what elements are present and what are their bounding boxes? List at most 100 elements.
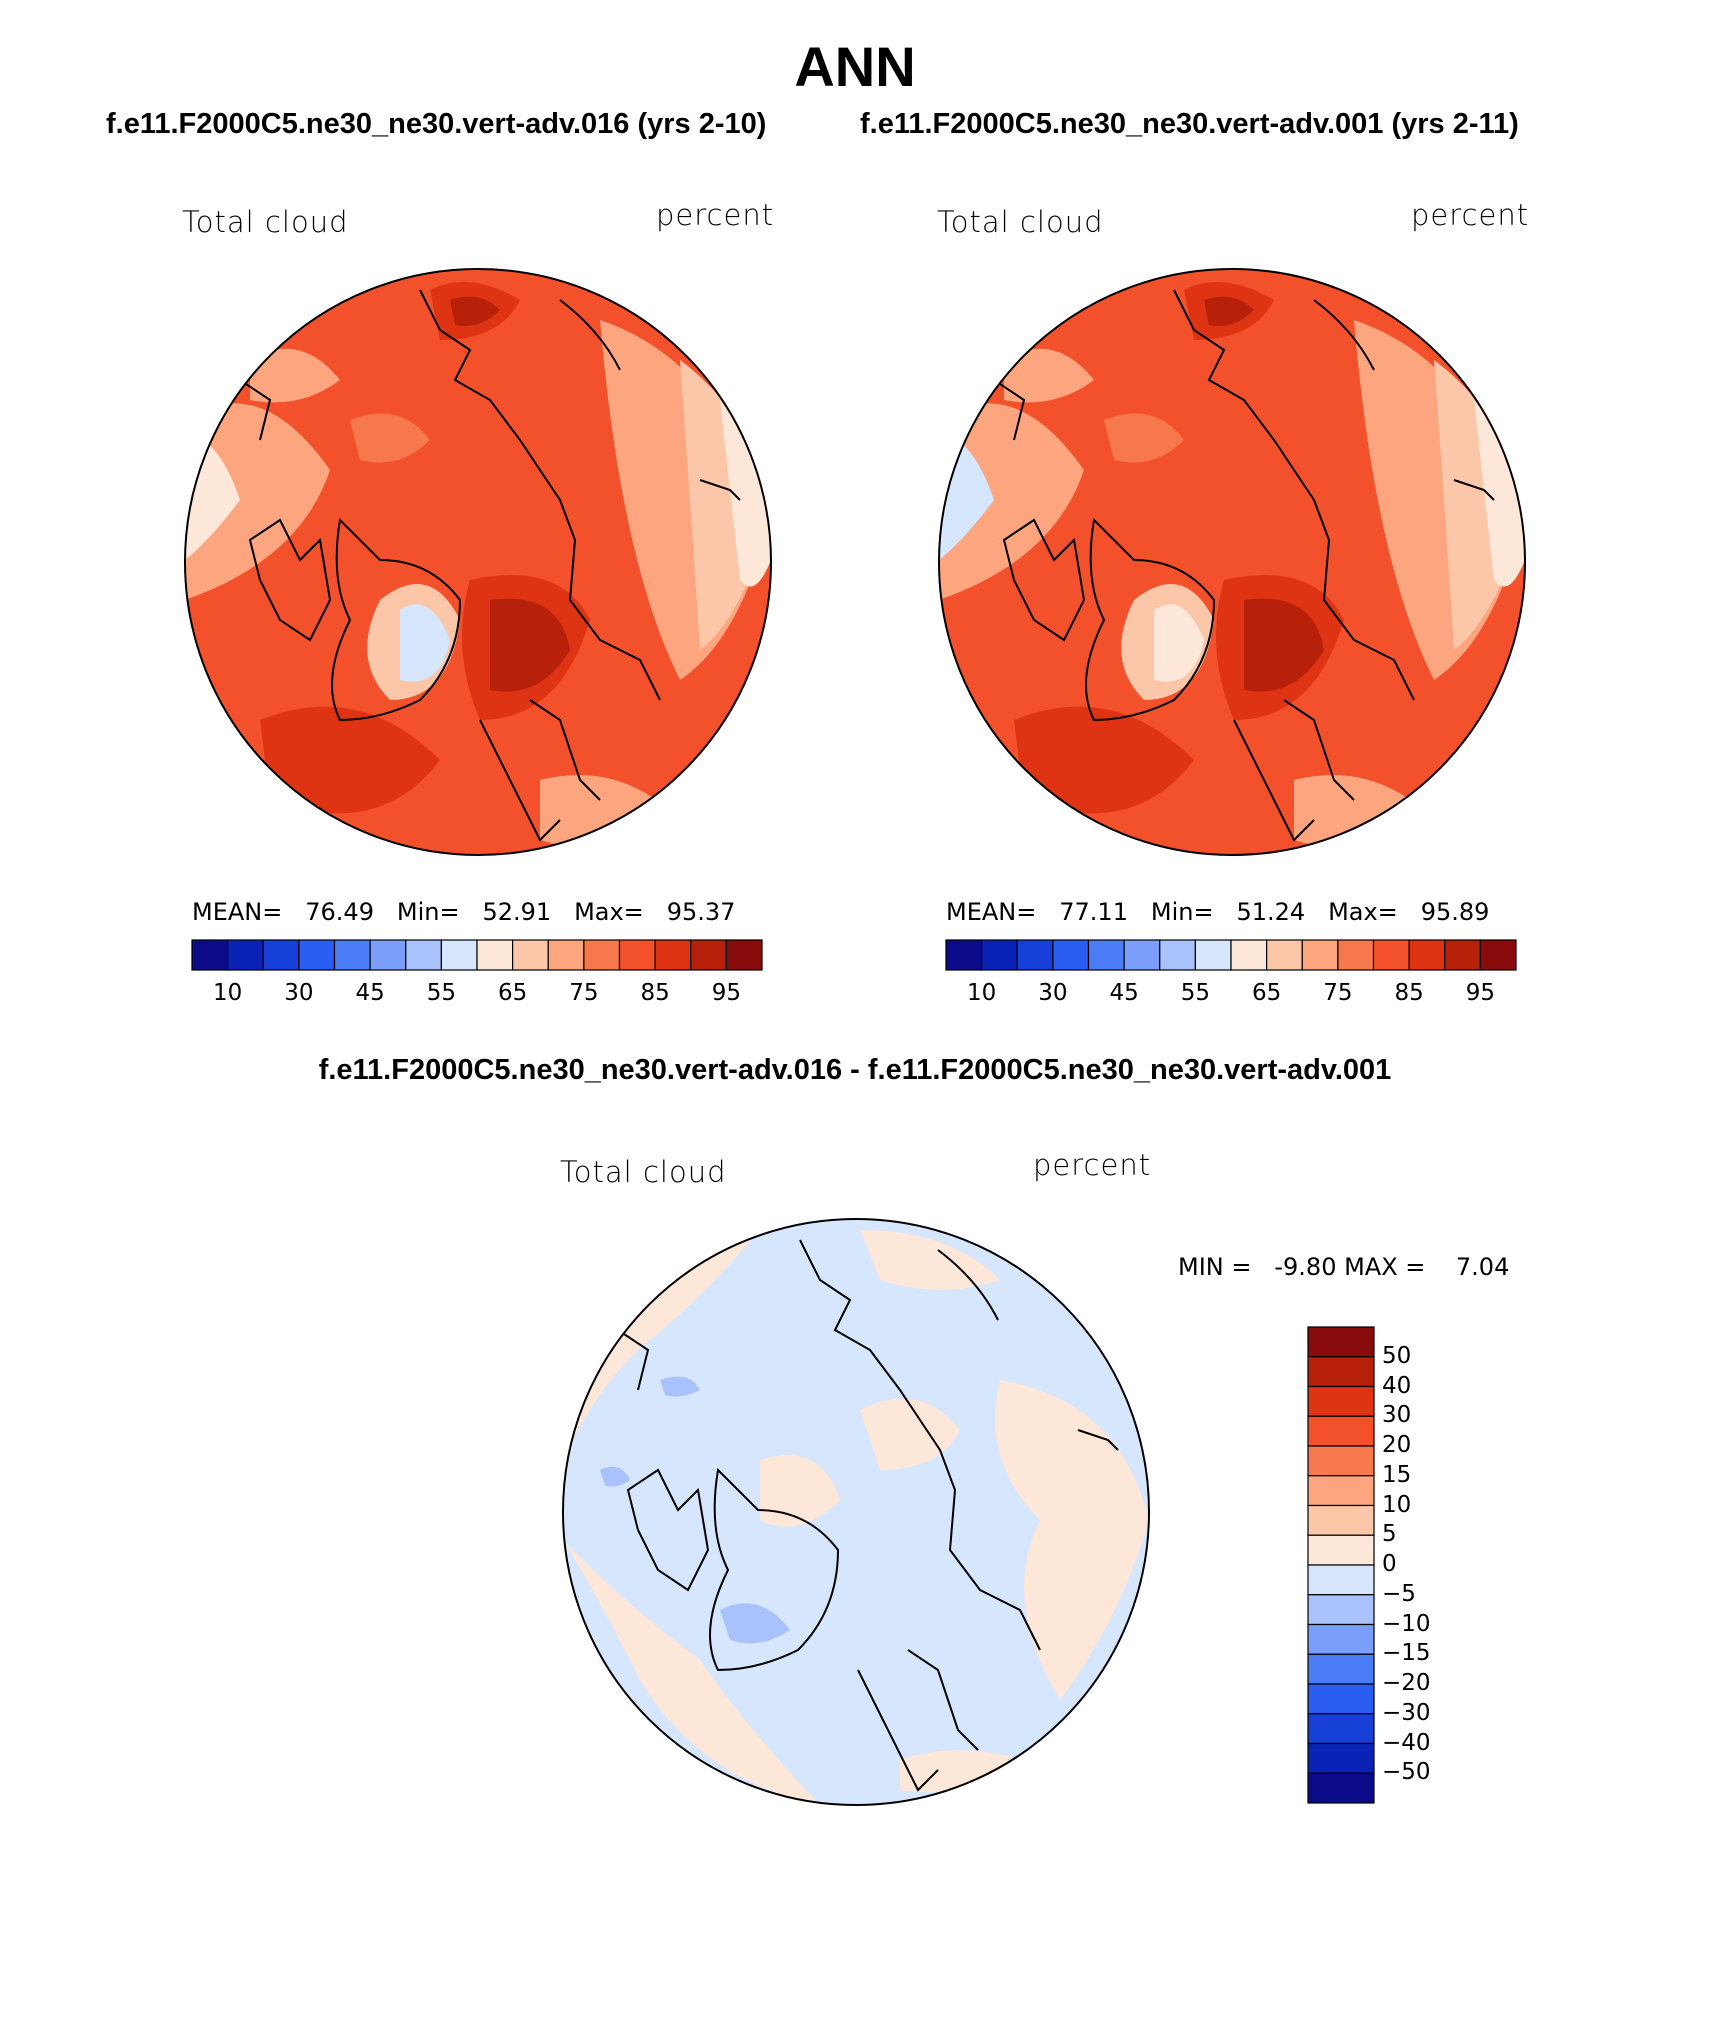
difference-colorbar-box bbox=[1307, 1713, 1375, 1745]
panel1-colorbar-box bbox=[618, 939, 656, 971]
panel2-mean-label: MEAN= bbox=[946, 898, 1037, 926]
panel2-colorbar-tick-label: 65 bbox=[1251, 980, 1282, 1006]
difference-colorbar-tick-label: −50 bbox=[1382, 1759, 1431, 1786]
panel2-max-value: 95.89 bbox=[1420, 898, 1490, 926]
panel2-colorbar-box bbox=[945, 939, 983, 971]
panel2-colorbar-tick-label: 95 bbox=[1465, 980, 1496, 1006]
difference-colorbar-box bbox=[1307, 1445, 1375, 1477]
panel1-variable-label: Total cloud bbox=[182, 205, 349, 239]
panel1-colorbar-tick-label: 65 bbox=[497, 980, 528, 1006]
difference-colorbar-box bbox=[1307, 1415, 1375, 1447]
panel2-min-label: Min= bbox=[1150, 898, 1214, 926]
panel1-colorbar-box bbox=[476, 939, 514, 971]
panel2-colorbar-box bbox=[1052, 939, 1090, 971]
panel1-colorbar-box bbox=[191, 939, 229, 971]
difference-colorbar-box bbox=[1307, 1653, 1375, 1685]
difference-colorbar-tick-label: 30 bbox=[1382, 1402, 1412, 1429]
difference-colorbar-tick-label: −20 bbox=[1382, 1670, 1431, 1696]
panel2-colorbar-tick-label: 45 bbox=[1109, 980, 1139, 1006]
panel1-colorbar-box bbox=[654, 939, 692, 971]
diff-variable-label: Total cloud bbox=[560, 1155, 727, 1189]
difference-title: f.e11.F2000C5.ne30_ne30.vert-adv.016 - f… bbox=[318, 1054, 1392, 1086]
difference-colorbar-box bbox=[1307, 1683, 1375, 1715]
difference-colorbar-box bbox=[1307, 1594, 1375, 1626]
panel1-colorbar-box bbox=[725, 939, 763, 971]
panel1-colorbar-box bbox=[262, 939, 300, 971]
panel1-colorbar-tick-label: 30 bbox=[284, 980, 314, 1006]
panel2-colorbar-box bbox=[1444, 939, 1481, 971]
panel1-colorbar-tick-label: 10 bbox=[212, 980, 243, 1006]
panel2-colorbar-tick-label: 10 bbox=[966, 980, 997, 1006]
panel1-colorbar-box bbox=[512, 939, 549, 971]
panel2-colorbar-box bbox=[1337, 939, 1375, 971]
panel1-colorbar-box bbox=[547, 939, 585, 971]
difference-colorbar-tick-label: 10 bbox=[1382, 1491, 1412, 1518]
panel1-colorbar-tick-label: 85 bbox=[640, 980, 670, 1006]
panel1-colorbar-tick-label: 95 bbox=[711, 980, 742, 1006]
panel2-colorbar-box bbox=[1266, 939, 1303, 971]
panel2-colorbar-box bbox=[1194, 939, 1232, 971]
difference-colorbar-box bbox=[1307, 1326, 1375, 1358]
panel1-colorbar-tick-label: 45 bbox=[355, 980, 385, 1006]
panel1-min-value: 52.91 bbox=[482, 898, 552, 926]
difference-colorbar-box bbox=[1307, 1385, 1375, 1417]
difference-colorbar bbox=[1307, 1326, 1375, 1804]
panel1-colorbar-tick-label: 55 bbox=[426, 980, 457, 1006]
page-title: ANN bbox=[794, 35, 916, 98]
difference-colorbar-tick-label: −40 bbox=[1382, 1729, 1431, 1756]
panel1-colorbar-box bbox=[690, 939, 727, 971]
panel2-colorbar-box bbox=[1123, 939, 1161, 971]
panel2-colorbar-box bbox=[1372, 939, 1410, 971]
difference-colorbar-box bbox=[1307, 1475, 1375, 1507]
difference-colorbar-box bbox=[1307, 1742, 1375, 1774]
panel2-colorbar-box bbox=[1301, 939, 1339, 971]
panel1-colorbar-box bbox=[298, 939, 336, 971]
panel2-colorbar-tick-label: 75 bbox=[1323, 980, 1353, 1006]
case1-title: f.e11.F2000C5.ne30_ne30.vert-adv.016 (yr… bbox=[106, 108, 767, 140]
difference-colorbar-tick-label: −15 bbox=[1382, 1640, 1431, 1667]
panel1-min-label: Min= bbox=[396, 898, 460, 926]
difference-colorbar-box bbox=[1307, 1356, 1375, 1388]
difference-colorbar-box bbox=[1307, 1623, 1375, 1655]
panel2-colorbar-tick-label: 85 bbox=[1394, 980, 1424, 1006]
panel2-colorbar-box bbox=[1087, 939, 1125, 971]
panel2-colorbar-box bbox=[1479, 939, 1517, 971]
diff-minmax: MIN = -9.80 MAX = 7.04 bbox=[1178, 1253, 1510, 1281]
panel1-colorbar-box bbox=[583, 939, 621, 971]
difference-colorbar-box bbox=[1307, 1534, 1375, 1566]
difference-colorbar-tick-label: 0 bbox=[1382, 1551, 1397, 1577]
difference-colorbar-box bbox=[1307, 1504, 1375, 1536]
panel1-mean-value: 76.49 bbox=[305, 898, 374, 926]
difference-colorbar-tick-label: 15 bbox=[1382, 1461, 1412, 1488]
panel2-colorbar bbox=[945, 939, 1517, 971]
panel2-colorbar-tick-label: 55 bbox=[1180, 980, 1211, 1006]
panel1-units-label: percent bbox=[656, 198, 775, 232]
difference-colorbar-tick-label: 5 bbox=[1382, 1521, 1397, 1548]
panel2-colorbar-tick-label: 30 bbox=[1038, 980, 1068, 1006]
difference-colorbar-tick-label: 40 bbox=[1382, 1372, 1412, 1399]
panel2-mean-value: 77.11 bbox=[1059, 898, 1128, 926]
panel1-colorbar bbox=[191, 939, 763, 971]
difference-colorbar-box bbox=[1307, 1564, 1375, 1596]
panel2-min-value: 51.24 bbox=[1236, 898, 1306, 926]
panel2-variable-label: Total cloud bbox=[937, 205, 1104, 239]
panel1-mean-label: MEAN= bbox=[192, 898, 283, 926]
panel1-max-value: 95.37 bbox=[666, 898, 736, 926]
difference-colorbar-box bbox=[1307, 1772, 1375, 1804]
panel1-colorbar-box bbox=[369, 939, 407, 971]
panel2-colorbar-box bbox=[1408, 939, 1446, 971]
panel1-max-label: Max= bbox=[574, 898, 644, 926]
panel2-colorbar-box bbox=[981, 939, 1018, 971]
diff-units-label: percent bbox=[1033, 1148, 1152, 1182]
panel1-stats: MEAN= 76.49 Min= 52.91 Max= 95.37 bbox=[192, 898, 735, 926]
panel1-colorbar-box bbox=[333, 939, 371, 971]
difference-colorbar-tick-label: 50 bbox=[1382, 1342, 1412, 1369]
panel2-max-label: Max= bbox=[1328, 898, 1398, 926]
difference-colorbar-tick-label: 20 bbox=[1382, 1432, 1412, 1458]
case2-title: f.e11.F2000C5.ne30_ne30.vert-adv.001 (yr… bbox=[860, 108, 1519, 140]
difference-colorbar-tick-label: −30 bbox=[1382, 1699, 1431, 1726]
panel2-colorbar-box bbox=[1159, 939, 1196, 971]
